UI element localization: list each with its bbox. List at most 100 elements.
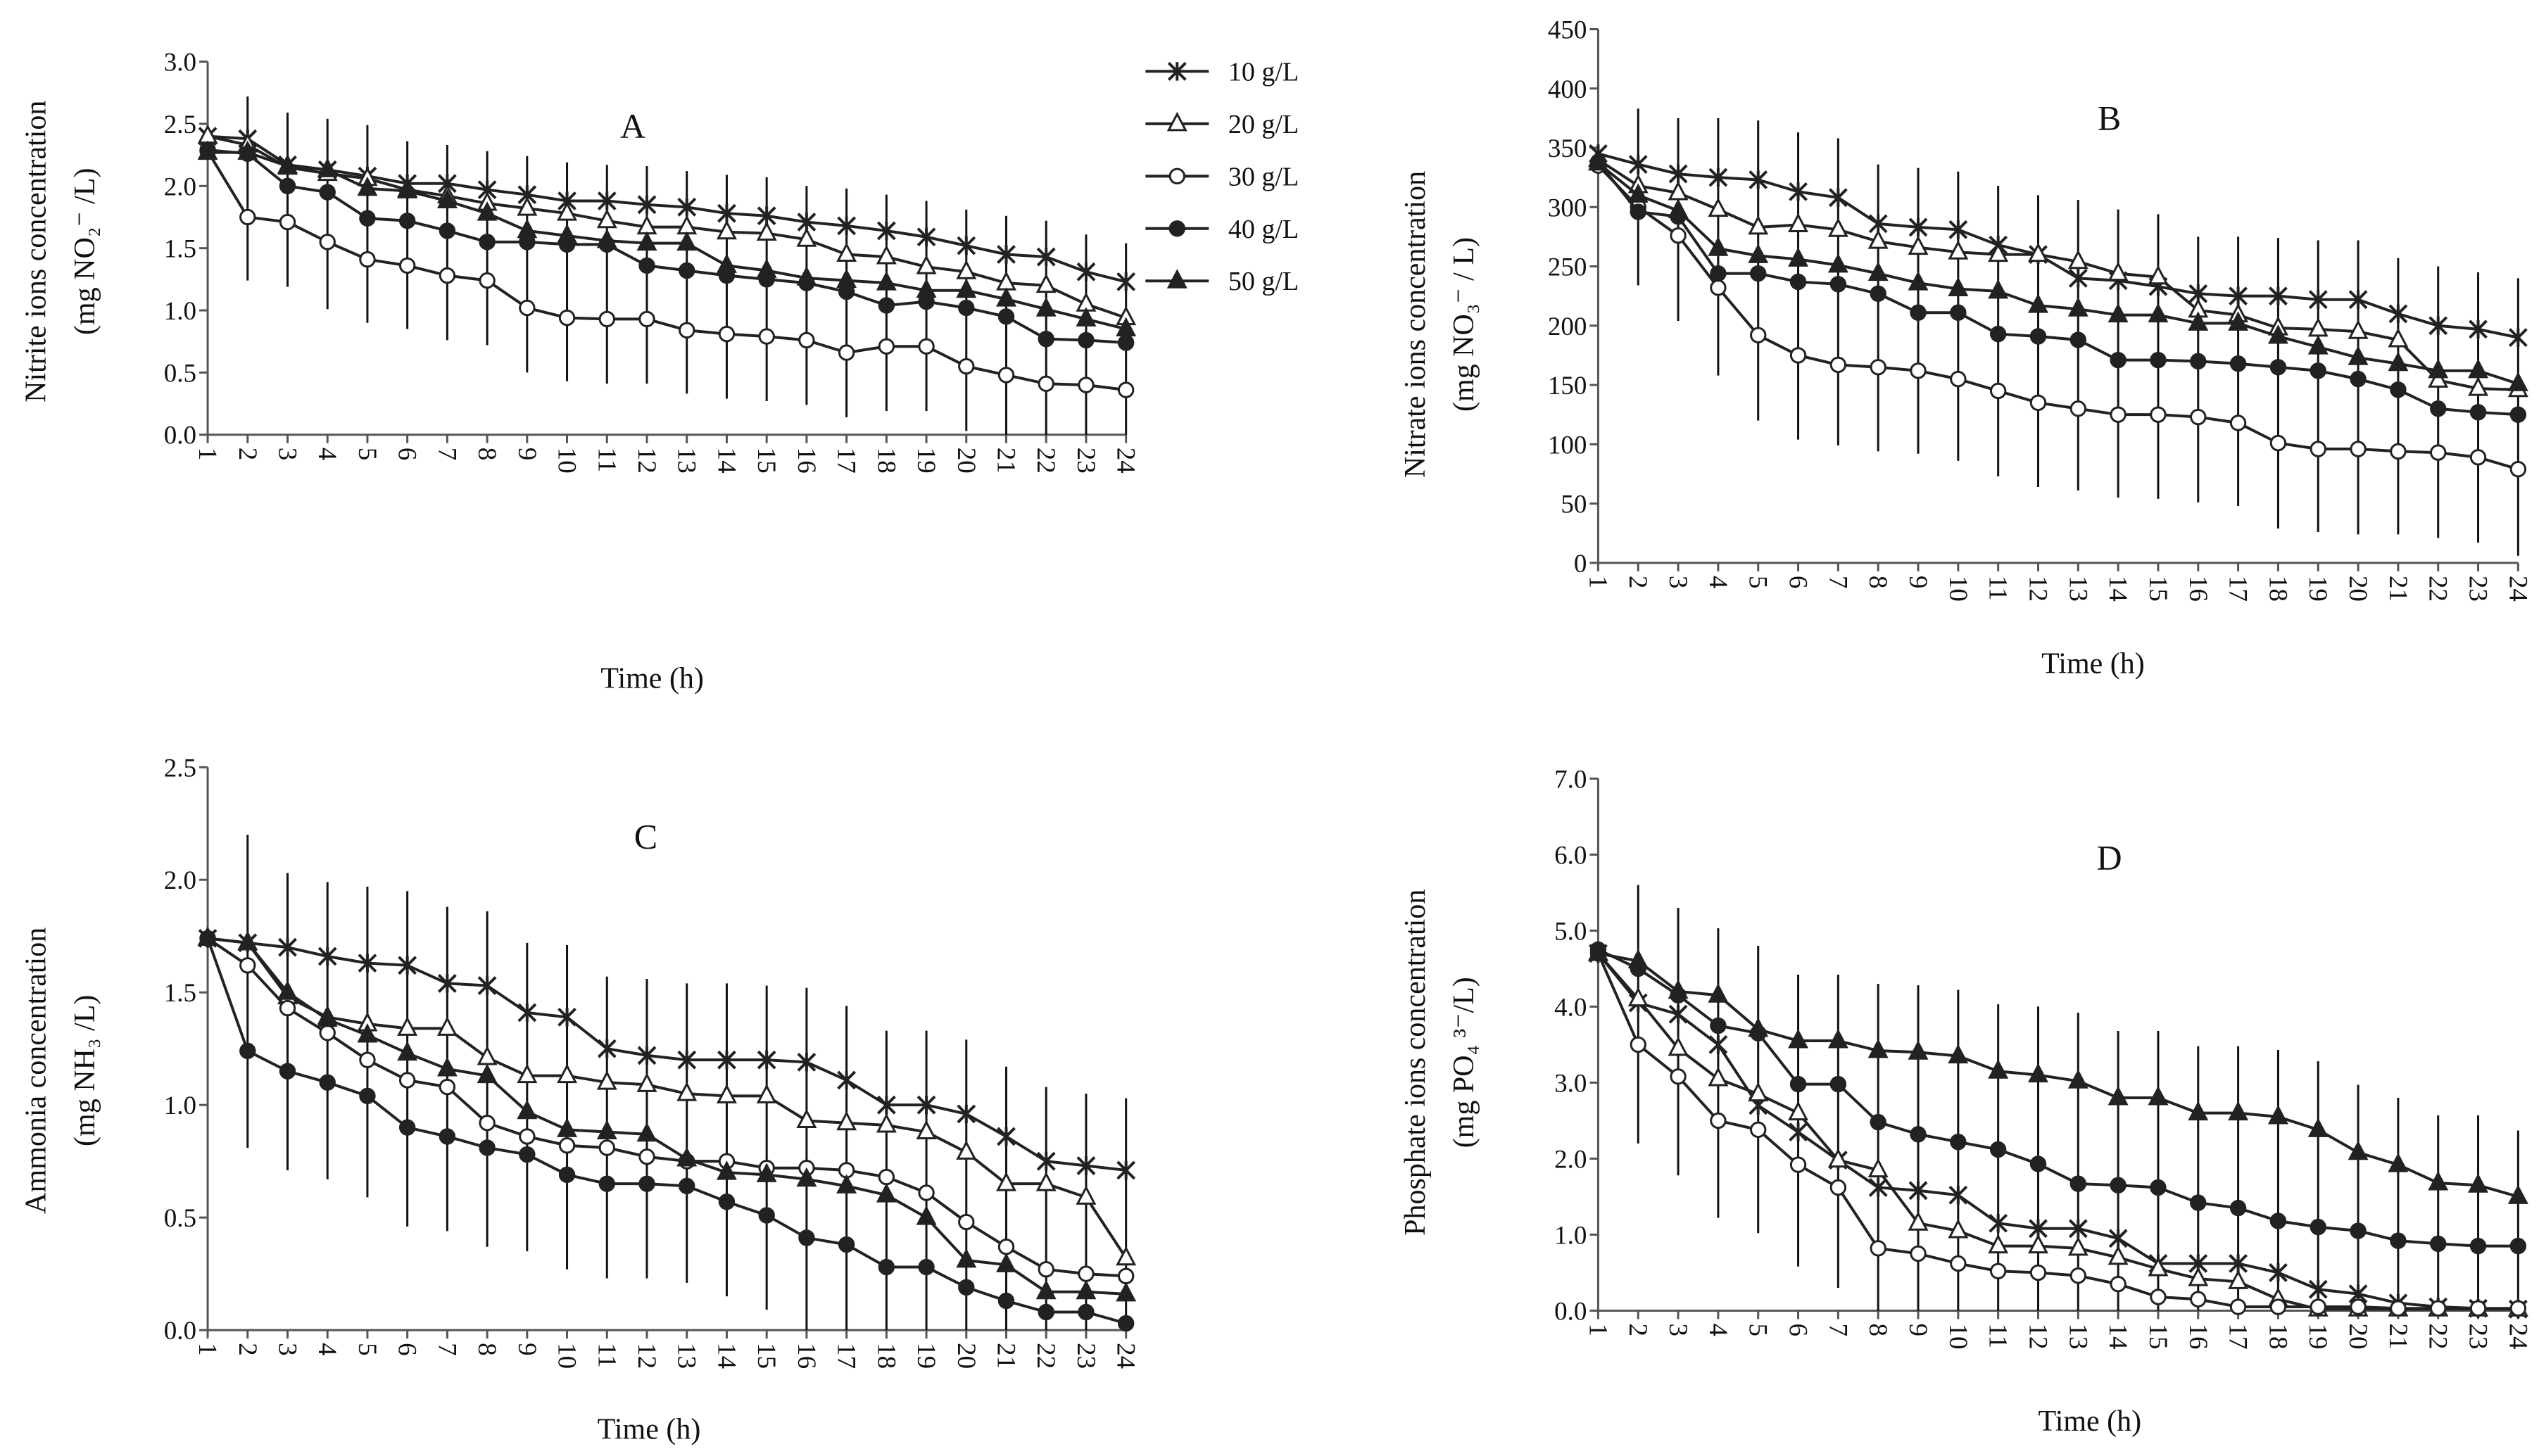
filled-circle-marker [878, 1258, 895, 1276]
filled-triangle-marker [237, 140, 258, 160]
open-triangle-marker [596, 208, 617, 229]
x-tick-label: 8 [1863, 576, 1892, 589]
filled-circle-marker [638, 257, 655, 274]
filled-circle-marker [1117, 334, 1135, 351]
x-tick-label: 7 [432, 448, 461, 461]
filled-triangle-marker [1908, 1040, 1929, 1060]
filled-circle-marker [2190, 1194, 2207, 1211]
filled-circle-marker [2069, 331, 2087, 348]
open-triangle-marker [2027, 1234, 2048, 1254]
open-circle-marker [2430, 444, 2447, 461]
filled-circle-marker [1710, 1017, 1727, 1034]
x-tick-label: 16 [792, 448, 821, 474]
filled-triangle-marker [1627, 183, 1649, 203]
filled-triangle-marker [2388, 1153, 2409, 1172]
legend-label: 10 g/L [1228, 57, 1299, 87]
star-marker [957, 1104, 976, 1124]
star-marker [916, 227, 936, 247]
y-tick-label: 0.0 [164, 422, 196, 450]
filled-triangle-marker [1988, 1059, 2009, 1079]
open-triangle-marker [1668, 1036, 1689, 1056]
open-circle-marker [1950, 1255, 1967, 1272]
open-triangle-marker [916, 255, 937, 274]
open-triangle-marker [1708, 1067, 1729, 1087]
star-marker [1948, 220, 1968, 239]
filled-circle-marker [997, 1292, 1015, 1310]
x-tick-label: 20 [2343, 1323, 2372, 1349]
y-tick-label: 0.0 [164, 1317, 196, 1346]
open-circle-marker [439, 1078, 456, 1096]
filled-triangle-marker [357, 1023, 378, 1043]
filled-triangle-marker [1627, 949, 1649, 969]
y-tick-label: 1.0 [164, 1091, 196, 1120]
panel-title: D [2096, 837, 2122, 877]
x-tick-label: 9 [512, 448, 541, 461]
open-circle-marker [1989, 1262, 2007, 1279]
open-triangle-marker [2348, 319, 2369, 339]
star-marker [997, 1127, 1016, 1146]
y-tick-label: 2.5 [164, 110, 196, 139]
open-circle-marker [598, 1139, 615, 1156]
filled-triangle-marker [1035, 1279, 1057, 1300]
x-tick-label: 23 [1071, 448, 1100, 474]
open-triangle-marker [1627, 987, 1649, 1007]
x-tick-label: 6 [393, 1343, 422, 1356]
open-triangle-marker [836, 1110, 857, 1131]
star-marker [1076, 1156, 1096, 1175]
open-circle-marker [2310, 1298, 2326, 1315]
open-circle-marker [1710, 279, 1727, 296]
filled-triangle-marker [796, 266, 817, 286]
open-circle-marker [398, 257, 416, 274]
series-20gl [197, 926, 1137, 1266]
x-tick-label: 10 [1943, 1323, 1972, 1349]
star-marker [677, 1050, 697, 1070]
legend-label: 30 g/L [1228, 162, 1299, 191]
filled-circle-marker [2310, 1218, 2326, 1236]
y-tick-label: 4.0 [1554, 993, 1587, 1022]
filled-triangle-marker [2188, 311, 2209, 331]
star-marker [1116, 272, 1136, 291]
y-tick-label: 0.5 [164, 1204, 196, 1233]
open-triangle-marker [1035, 1172, 1057, 1191]
open-circle-marker [2069, 400, 2087, 417]
open-circle-marker [1630, 1036, 1646, 1053]
filled-triangle-marker [477, 201, 498, 221]
open-triangle-marker [796, 1108, 817, 1129]
filled-circle-marker [798, 1229, 815, 1246]
open-triangle-marker [1867, 229, 1889, 249]
series-line [208, 151, 1127, 331]
panel-a: 0.00.51.01.52.02.53.01 2 3 4 5 6 7 8 9 10 11 12 13 14… [20, 49, 1140, 695]
series-50gl [197, 140, 1137, 337]
x-tick-label: 10 [1943, 576, 1972, 602]
filled-triangle-marker [436, 189, 458, 209]
filled-triangle-marker [2067, 1069, 2088, 1089]
open-triangle-marker [1908, 235, 1929, 255]
open-circle-marker [679, 322, 695, 338]
filled-circle-marker [519, 1146, 536, 1163]
filled-circle-marker [479, 1139, 496, 1156]
star-marker [1668, 1004, 1688, 1024]
open-triangle-marker [477, 1045, 498, 1065]
x-tick-label: 14 [2103, 1323, 2132, 1349]
filled-circle-marker [1870, 285, 1886, 302]
series-line [207, 134, 1127, 284]
filled-triangle-marker [436, 1056, 458, 1077]
filled-circle-marker [2469, 404, 2487, 421]
open-circle-marker [997, 367, 1015, 384]
series-30gl [199, 930, 1135, 1285]
star-marker [1749, 170, 1768, 189]
star-marker [916, 1095, 936, 1115]
legend-item: 40 g/L [1145, 215, 1299, 244]
series-40gl [1589, 153, 2527, 423]
filled-circle-marker [439, 222, 456, 239]
star-marker [437, 973, 457, 993]
filled-circle-marker [1630, 203, 1646, 220]
filled-circle-marker [359, 1087, 376, 1105]
y-axis-label: (mg NO₂⁻ /L) [69, 168, 101, 335]
series-line [1596, 952, 2519, 1311]
open-circle-marker [598, 310, 615, 328]
open-triangle-marker [1748, 1082, 1769, 1102]
x-tick-label: 4 [313, 448, 341, 461]
filled-triangle-marker [477, 1063, 498, 1084]
series-line [1596, 953, 2519, 1310]
